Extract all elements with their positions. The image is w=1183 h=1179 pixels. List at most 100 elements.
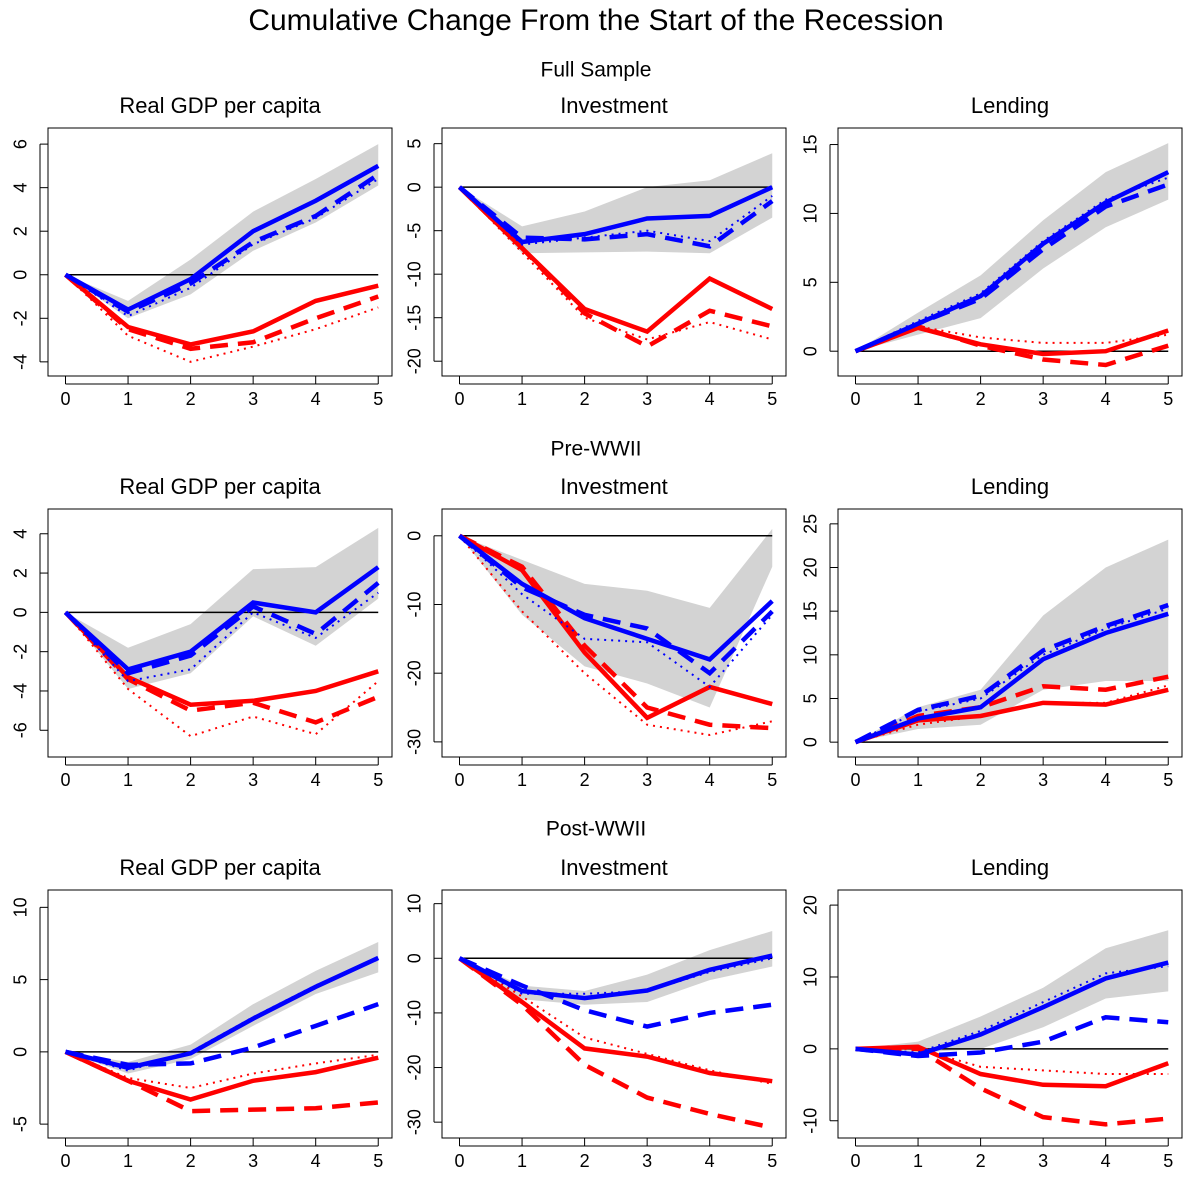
x-tick-label: 5 [1163, 389, 1173, 409]
y-tick-label: 10 [801, 645, 821, 665]
x-tick-label: 0 [851, 389, 861, 409]
plot-frame [47, 508, 393, 758]
x-tick-label: 2 [976, 1151, 986, 1171]
y-tick-label: 2 [11, 568, 31, 578]
panel-title: Investment [560, 855, 668, 880]
section-heading: Full Sample [541, 59, 652, 82]
y-tick-label: 0 [405, 182, 425, 192]
panel-title: Lending [971, 474, 1049, 499]
x-tick-label: 4 [311, 1151, 321, 1171]
x-tick-label: 2 [186, 770, 196, 790]
y-tick-label: 15 [801, 601, 821, 621]
x-tick-label: 4 [1101, 389, 1111, 409]
series-line [854, 602, 1169, 745]
series-line [855, 1044, 1170, 1089]
y-tick-label: -10 [405, 1000, 425, 1026]
plot-frame [837, 508, 1183, 758]
y-tick-label: 10 [801, 203, 821, 223]
series-line [854, 170, 1170, 354]
x-tick-label: 1 [123, 770, 133, 790]
y-tick-label: -10 [405, 261, 425, 287]
series-line [64, 1049, 379, 1102]
confidence-band [65, 144, 379, 319]
y-tick-label: 0 [801, 737, 821, 747]
x-tick-label: 4 [311, 389, 321, 409]
x-tick-label: 0 [851, 1151, 861, 1171]
x-tick-label: 3 [642, 389, 652, 409]
panel-title: Real GDP per capita [119, 474, 321, 499]
y-tick-label: 5 [801, 277, 821, 287]
series-line [458, 957, 773, 1085]
section-heading: Pre-WWII [551, 438, 642, 461]
panel-title: Lending [971, 855, 1049, 880]
series-line [855, 1014, 1169, 1059]
y-tick-label: 15 [801, 135, 821, 155]
panel-title: Lending [971, 93, 1049, 118]
y-tick-label: 4 [11, 529, 31, 539]
confidence-band [855, 930, 1169, 1053]
x-tick-label: 2 [186, 1151, 196, 1171]
y-tick-label: 0 [801, 1044, 821, 1054]
plot-frame [47, 889, 393, 1139]
series-line [457, 185, 774, 335]
x-tick-label: 0 [455, 1151, 465, 1171]
x-tick-label: 4 [705, 770, 715, 790]
y-tick-label: -20 [405, 1055, 425, 1081]
x-tick-label: 0 [455, 389, 465, 409]
x-tick-label: 4 [1101, 1151, 1111, 1171]
x-tick-label: 5 [1163, 1151, 1173, 1171]
series-line [458, 956, 773, 1029]
y-tick-label: 10 [11, 897, 31, 917]
y-tick-label: -15 [405, 305, 425, 331]
series-line [458, 956, 773, 1084]
section-heading: Post-WWII [546, 818, 646, 841]
y-tick-label: 0 [405, 953, 425, 963]
panel-title: Investment [560, 93, 668, 118]
series-line [64, 163, 380, 313]
confidence-band [459, 528, 773, 708]
x-tick-label: 0 [61, 389, 71, 409]
y-tick-label: 6 [11, 139, 31, 149]
y-tick-label: -2 [11, 644, 31, 660]
y-tick-label: 0 [11, 1047, 31, 1057]
x-tick-label: 4 [705, 389, 715, 409]
plot-frame [47, 127, 393, 377]
confidence-band [65, 527, 379, 690]
series-line [65, 1002, 379, 1068]
plot-frame [441, 508, 787, 758]
x-tick-label: 4 [1101, 770, 1111, 790]
series-line [854, 611, 1169, 745]
x-tick-label: 3 [1038, 389, 1048, 409]
x-tick-label: 1 [913, 1151, 923, 1171]
y-tick-label: 20 [801, 557, 821, 577]
series-line [458, 186, 773, 341]
y-tick-label: -30 [405, 729, 425, 755]
series-line [64, 955, 380, 1071]
x-tick-label: 0 [455, 770, 465, 790]
series-line [458, 533, 773, 731]
y-tick-label: -4 [11, 683, 31, 699]
x-tick-label: 1 [517, 389, 527, 409]
x-tick-label: 4 [311, 770, 321, 790]
figure-title: Cumulative Change From the Start of the … [248, 4, 943, 37]
x-tick-label: 2 [976, 389, 986, 409]
x-tick-label: 3 [248, 389, 258, 409]
y-tick-label: 4 [11, 183, 31, 193]
series-line [64, 591, 379, 683]
y-tick-label: -4 [11, 354, 31, 370]
y-tick-label: -2 [11, 310, 31, 326]
x-tick-label: 5 [767, 770, 777, 790]
series-line [63, 565, 380, 672]
x-tick-label: 3 [642, 1151, 652, 1171]
series-line [458, 534, 774, 677]
x-tick-label: 0 [851, 770, 861, 790]
x-tick-label: 5 [1163, 770, 1173, 790]
y-tick-label: -5 [11, 1116, 31, 1132]
x-tick-label: 5 [373, 770, 383, 790]
x-tick-label: 2 [580, 1151, 590, 1171]
confidence-band [855, 143, 1169, 352]
x-tick-label: 2 [976, 770, 986, 790]
y-tick-label: -20 [405, 660, 425, 686]
x-tick-label: 5 [767, 1151, 777, 1171]
